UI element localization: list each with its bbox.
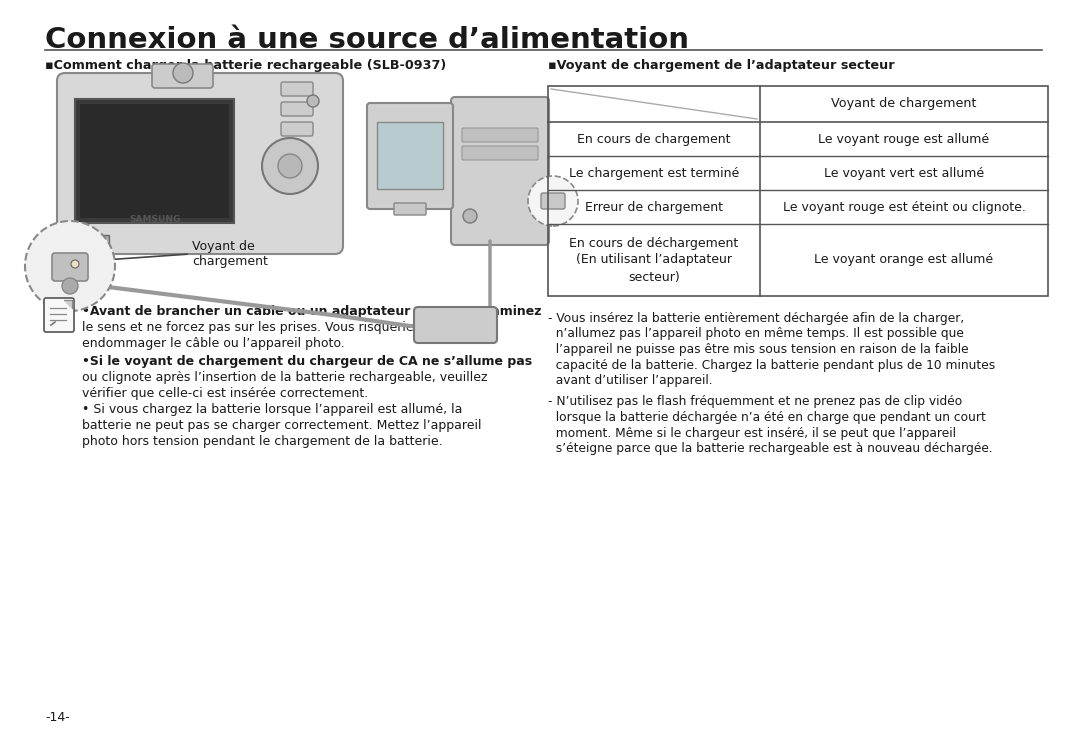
Text: Le voyant vert est allumé: Le voyant vert est allumé — [824, 166, 984, 180]
Text: avant d’utiliser l’appareil.: avant d’utiliser l’appareil. — [548, 374, 713, 387]
Text: moment. Même si le chargeur est inséré, il se peut que l’appareil: moment. Même si le chargeur est inséré, … — [548, 427, 956, 439]
FancyBboxPatch shape — [541, 193, 565, 209]
FancyBboxPatch shape — [75, 99, 234, 223]
Circle shape — [463, 209, 477, 223]
Text: Le voyant rouge est allumé: Le voyant rouge est allumé — [819, 133, 989, 145]
Text: endommager le câble ou l’appareil photo.: endommager le câble ou l’appareil photo. — [82, 337, 345, 350]
Circle shape — [307, 95, 319, 107]
Text: photo hors tension pendant le chargement de la batterie.: photo hors tension pendant le chargement… — [82, 435, 443, 448]
FancyBboxPatch shape — [414, 307, 497, 343]
FancyBboxPatch shape — [451, 97, 549, 245]
FancyBboxPatch shape — [281, 122, 313, 136]
Circle shape — [173, 63, 193, 83]
FancyBboxPatch shape — [281, 102, 313, 116]
FancyBboxPatch shape — [80, 104, 229, 218]
FancyBboxPatch shape — [281, 82, 313, 96]
FancyBboxPatch shape — [394, 203, 426, 215]
Text: le sens et ne forcez pas sur les prises. Vous risqueriez d’: le sens et ne forcez pas sur les prises.… — [82, 321, 436, 334]
Text: • Si vous chargez la batterie lorsque l’appareil est allumé, la: • Si vous chargez la batterie lorsque l’… — [82, 403, 462, 416]
Text: En cours de chargement: En cours de chargement — [577, 133, 731, 145]
FancyBboxPatch shape — [377, 122, 443, 189]
Text: - N’utilisez pas le flash fréquemment et ne prenez pas de clip vidéo: - N’utilisez pas le flash fréquemment et… — [548, 395, 962, 409]
FancyBboxPatch shape — [462, 146, 538, 160]
FancyBboxPatch shape — [462, 128, 538, 142]
Text: Le voyant orange est allumé: Le voyant orange est allumé — [814, 254, 994, 266]
FancyBboxPatch shape — [52, 253, 87, 281]
Circle shape — [262, 138, 318, 194]
Text: batterie ne peut pas se charger correctement. Mettez l’appareil: batterie ne peut pas se charger correcte… — [82, 419, 482, 432]
Circle shape — [278, 154, 302, 178]
FancyBboxPatch shape — [57, 73, 343, 254]
Circle shape — [528, 176, 578, 226]
Text: ou clignote après l’insertion de la batterie rechargeable, veuillez: ou clignote après l’insertion de la batt… — [82, 371, 487, 384]
FancyBboxPatch shape — [152, 64, 213, 88]
Text: SAMSUNG: SAMSUNG — [440, 322, 471, 327]
Text: - Vous insérez la batterie entièrement déchargée afin de la charger,: - Vous insérez la batterie entièrement d… — [548, 312, 964, 325]
Text: n’allumez pas l’appareil photo en même temps. Il est possible que: n’allumez pas l’appareil photo en même t… — [548, 327, 963, 340]
Text: s’éteigne parce que la batterie rechargeable est à nouveau déchargée.: s’éteigne parce que la batterie recharge… — [548, 442, 993, 455]
Text: En cours de déchargement
(En utilisant l’adaptateur
secteur): En cours de déchargement (En utilisant l… — [569, 236, 739, 283]
Text: l’appareil ne puisse pas être mis sous tension en raison de la faible: l’appareil ne puisse pas être mis sous t… — [548, 343, 969, 356]
Text: Voyant de chargement: Voyant de chargement — [832, 98, 976, 110]
FancyBboxPatch shape — [91, 235, 109, 247]
Text: Le chargement est terminé: Le chargement est terminé — [569, 166, 739, 180]
Bar — [548, 86, 1048, 296]
Text: •Avant de brancher un câble ou un adaptateur secteur, examinez: •Avant de brancher un câble ou un adapta… — [82, 305, 541, 318]
Text: •Si le voyant de chargement du chargeur de CA ne s’allume pas: •Si le voyant de chargement du chargeur … — [82, 355, 532, 368]
FancyBboxPatch shape — [367, 103, 453, 209]
Polygon shape — [64, 300, 72, 308]
Text: Le voyant rouge est éteint ou clignote.: Le voyant rouge est éteint ou clignote. — [783, 201, 1025, 213]
Text: Connexion à une source d’alimentation: Connexion à une source d’alimentation — [45, 26, 689, 54]
Circle shape — [25, 221, 114, 311]
Text: -14-: -14- — [45, 711, 70, 724]
Text: vérifier que celle-ci est insérée correctement.: vérifier que celle-ci est insérée correc… — [82, 387, 368, 400]
Circle shape — [71, 260, 79, 268]
Text: Voyant de
chargement: Voyant de chargement — [192, 240, 268, 268]
Text: lorsque la batterie déchargée n’a été en charge que pendant un court: lorsque la batterie déchargée n’a été en… — [548, 411, 986, 424]
Circle shape — [62, 278, 78, 294]
Text: SAMSUNG: SAMSUNG — [130, 215, 180, 224]
Text: ▪Voyant de chargement de l’adaptateur secteur: ▪Voyant de chargement de l’adaptateur se… — [548, 59, 894, 72]
Text: Erreur de chargement: Erreur de chargement — [585, 201, 723, 213]
FancyBboxPatch shape — [44, 298, 75, 332]
Text: capacité de la batterie. Chargez la batterie pendant plus de 10 minutes: capacité de la batterie. Chargez la batt… — [548, 359, 996, 372]
Text: ▪Comment charger la batterie rechargeable (SLB-0937): ▪Comment charger la batterie rechargeabl… — [45, 59, 446, 72]
